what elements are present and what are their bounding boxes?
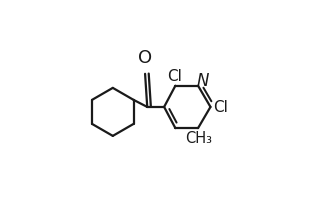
Text: Cl: Cl (213, 100, 228, 115)
Text: Cl: Cl (167, 69, 182, 84)
Text: O: O (138, 49, 152, 67)
Text: CH₃: CH₃ (185, 131, 212, 146)
Text: N: N (197, 72, 209, 90)
